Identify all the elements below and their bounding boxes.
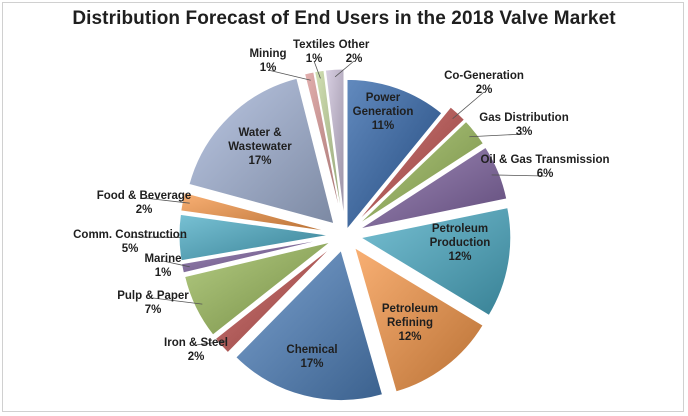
pie-slice-gas-distribution <box>357 120 485 226</box>
pie-slice-food-beverage <box>180 191 330 233</box>
leader-line <box>334 60 355 78</box>
slice-label-oil-gas-transmission: Oil & Gas Transmission 6% <box>480 154 609 180</box>
slice-label-comm-construction: Comm. Construction 5% <box>73 229 187 255</box>
leader-line <box>143 197 190 204</box>
leader-line <box>195 340 228 346</box>
slice-label-chemical: Chemical 17% <box>286 344 337 370</box>
slice-label-mining: Mining 1% <box>249 48 286 74</box>
slice-label-petroleum-refining: Petroleum Refining 12% <box>382 303 438 343</box>
pie-slice-mining <box>303 71 343 220</box>
slice-label-water-wastewater: Water & Wastewater 17% <box>228 127 292 167</box>
leader-line <box>267 69 311 81</box>
leader-line <box>452 91 485 119</box>
pie-slice-petroleum-production <box>359 207 512 317</box>
leader-line <box>491 174 546 177</box>
leader-line <box>152 297 203 305</box>
slice-label-gas-distribution: Gas Distribution 3% <box>479 112 568 138</box>
slice-label-pulp-paper: Pulp & Paper 7% <box>117 290 189 316</box>
pie-slice-oil-gas-transmission <box>359 146 508 230</box>
pie-slice-marine <box>180 237 330 274</box>
pie-slice-water-wastewater <box>188 77 335 225</box>
pie-slice-petroleum-refining <box>353 246 484 393</box>
leader-line <box>162 260 190 268</box>
slice-label-iron-steel: Iron & Steel 2% <box>164 337 228 363</box>
slice-label-food-beverage: Food & Beverage 2% <box>97 190 192 216</box>
pie-slice-co-generation <box>355 106 466 224</box>
pie-slice-power-generation <box>346 78 443 231</box>
slice-label-co-generation: Co-Generation 2% <box>444 70 524 96</box>
slice-label-petroleum-production: Petroleum Production 12% <box>430 223 491 263</box>
slice-label-other: Other 2% <box>339 39 370 65</box>
chart-title: Distribution Forecast of End Users in th… <box>72 8 616 29</box>
pie-slice-iron-steel <box>214 245 334 354</box>
pie-slice-textiles <box>314 69 344 220</box>
slice-label-power-generation: Power Generation 11% <box>353 92 414 132</box>
slice-label-marine: Marine 1% <box>144 253 181 279</box>
leader-line <box>469 133 525 138</box>
leader-lines <box>129 60 546 346</box>
pie-slices <box>178 68 512 401</box>
slice-label-textiles: Textiles 1% <box>293 39 335 65</box>
pie-slice-chemical <box>235 249 384 401</box>
leader-line <box>313 60 321 79</box>
pie-slice-pulp-paper <box>184 241 331 336</box>
slice-labels: Power Generation 11% Co-Generation 2% Gas Dis… <box>73 39 609 370</box>
